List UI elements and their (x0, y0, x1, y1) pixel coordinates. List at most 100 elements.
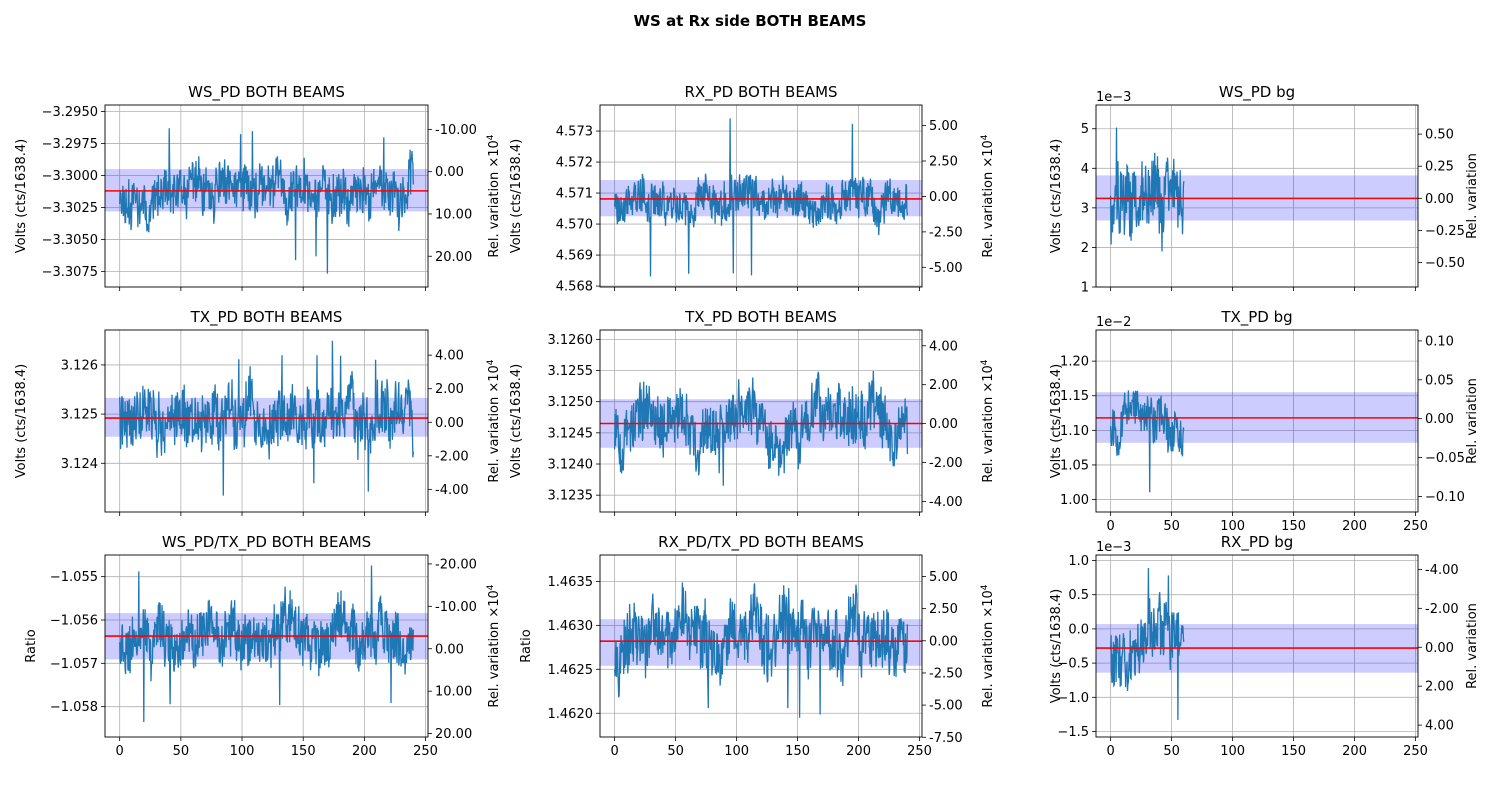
y2-tick-label: -5.00 (929, 261, 963, 276)
plot-frame (599, 329, 923, 513)
x-tick-label: 250 (907, 744, 932, 759)
signal-series-line (1109, 390, 1185, 493)
y-tick-label: 1.4635 (548, 575, 594, 590)
y2-tick-label: -2.00 (929, 456, 963, 471)
y2-tick-label: 0.00 (929, 634, 958, 649)
x-tick-label: 0 (116, 744, 124, 759)
y2-tick-label: 0.00 (435, 416, 464, 431)
y-tick-label: 4.570 (556, 218, 593, 233)
y2-tick-label: 0.00 (1425, 192, 1454, 207)
panel-title: RX_PD bg (1221, 533, 1294, 552)
x-tick-label: 200 (1342, 519, 1367, 534)
plot-frame (599, 554, 923, 738)
panel-title: TX_PD BOTH BEAMS (190, 308, 343, 327)
panel-title: WS_PD BOTH BEAMS (188, 83, 345, 102)
x-tick-label: 100 (724, 744, 749, 759)
y-tick-label: −3.2950 (42, 105, 98, 120)
y-tick-label: 1.4630 (548, 619, 594, 634)
x-tick-label: 50 (667, 744, 684, 759)
y-tick-label: −3.2975 (42, 137, 98, 152)
y2-axis-exponent: 4 (980, 134, 990, 140)
y-tick-label: 3.1235 (548, 489, 594, 504)
signal-series-line (119, 128, 414, 274)
panel-title: RX_PD BOTH BEAMS (684, 83, 837, 102)
y-tick-label: 1.10 (1060, 424, 1089, 439)
y-tick-label: 3.1260 (548, 333, 594, 348)
y2-tick-label: 10.00 (435, 685, 472, 700)
x-tick-label: 50 (173, 744, 190, 759)
y-axis-label: Volts (cts/1638.4) (1049, 589, 1064, 703)
y2-tick-label: −0.50 (1425, 256, 1465, 271)
y-tick-label: −0.5 (1057, 657, 1089, 672)
y2-axis-exponent: 4 (486, 359, 496, 365)
y-tick-label: −1.0 (1057, 691, 1089, 706)
y2-axis-label: Rel. variation ×104 (486, 359, 502, 482)
y2-tick-label: 2.50 (929, 154, 958, 169)
chart-panel-2: 4.568 4.569 4.570 4.571 4.572 4.573 -5.00 -2.50… (509, 83, 996, 295)
x-tick-label: 100 (1220, 744, 1245, 759)
y-tick-label: 3.125 (61, 408, 98, 423)
y-tick-label: 2 (1081, 241, 1089, 256)
y-tick-label: −1.057 (50, 657, 98, 672)
y-tick-label: −3.3075 (42, 265, 98, 280)
signal-series-line (613, 582, 909, 718)
y2-axis-exponent: 4 (486, 584, 496, 590)
panel-title: RX_PD/TX_PD BOTH BEAMS (658, 533, 864, 552)
y2-tick-label: 2.00 (929, 378, 958, 393)
chart-panel-7: 0 50 100 150 200 250 −1.055 −1.056 −1.057 −1.058 -… (24, 533, 502, 759)
y2-tick-label: 0.00 (929, 190, 958, 205)
x-tick-label: 50 (1163, 744, 1180, 759)
panel-title: TX_PD BOTH BEAMS (684, 308, 837, 327)
y2-axis-label: Rel. variation (1465, 378, 1480, 464)
x-tick-label: 250 (413, 744, 438, 759)
y2-tick-label: 4.00 (929, 339, 958, 354)
y-tick-label: 0.5 (1068, 588, 1089, 603)
x-tick-label: 150 (785, 744, 810, 759)
plot-frame (104, 104, 429, 288)
y-tick-label: 1.15 (1060, 389, 1089, 404)
chart-panel-8: 0 50 100 150 200 250 1.4620 1.4625 1.4630 1.4635 -… (519, 533, 996, 759)
y-axis-label: Volts (cts/1638.4) (509, 364, 524, 478)
y2-tick-label: 2.50 (929, 602, 958, 617)
y2-axis-label: Rel. variation ×104 (486, 584, 502, 707)
y2-tick-label: -5.00 (929, 699, 963, 714)
y2-axis-label: Rel. variation (1465, 153, 1480, 239)
y-tick-label: 3.1245 (548, 426, 594, 441)
y-tick-label: 4.569 (556, 249, 593, 264)
x-tick-label: 200 (352, 744, 377, 759)
y-tick-label: −1.058 (50, 700, 98, 715)
y2-axis-label: Rel. variation (1465, 603, 1480, 689)
y2-tick-label: 0.00 (435, 642, 464, 657)
x-tick-label: 200 (846, 744, 871, 759)
chart-panel-6: 0 50 100 150 200 250 1.00 1.05 1.10 1.15 1.20 −0.10… (1049, 308, 1480, 534)
plot-frame (104, 554, 429, 738)
y2-tick-label: -4.00 (1425, 563, 1459, 578)
y2-tick-label: 10.00 (435, 207, 472, 222)
plot-frame (1095, 554, 1419, 738)
panel-title: WS_PD bg (1219, 83, 1295, 102)
signal-series-line (1109, 127, 1185, 252)
x-tick-label: 250 (1403, 519, 1428, 534)
y-tick-label: 4.568 (556, 280, 593, 295)
y2-tick-label: -7.50 (929, 731, 963, 746)
y2-tick-label: −0.10 (1425, 490, 1465, 505)
y-tick-label: −3.3050 (42, 233, 98, 248)
y-axis-label: Volts (cts/1638.4) (509, 139, 524, 253)
chart-panel-9: 0 50 100 150 200 250 −1.5 −1.0 −0.5 0.0 0.5 1.0 -4.0… (1049, 533, 1480, 759)
y2-axis-label: Rel. variation ×104 (486, 134, 502, 257)
y2-axis-exponent: 4 (486, 134, 496, 140)
y-tick-label: 4.571 (556, 187, 593, 202)
y-tick-label: −1.056 (50, 614, 98, 629)
y-axis-label: Volts (cts/1638.4) (1049, 139, 1064, 253)
y2-axis-label: Rel. variation ×104 (980, 584, 996, 707)
x-tick-label: 100 (1220, 519, 1245, 534)
y-tick-label: 1.4620 (548, 707, 594, 722)
y-tick-label: 3.124 (61, 457, 98, 472)
x-tick-label: 150 (1281, 519, 1306, 534)
y-tick-label: −3.3000 (42, 169, 98, 184)
y2-tick-label: 2.00 (1425, 680, 1454, 695)
y2-tick-label: -2.00 (1425, 602, 1459, 617)
y-tick-label: 5 (1081, 122, 1089, 137)
y-tick-label: 1.0 (1068, 554, 1089, 569)
y2-tick-label: 20.00 (435, 727, 472, 742)
